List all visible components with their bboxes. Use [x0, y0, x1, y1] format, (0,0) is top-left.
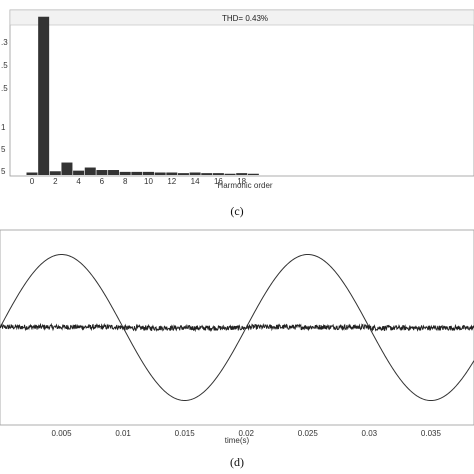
spectrum-y-tick: .5	[1, 61, 8, 70]
waveform-x-tick: 0.03	[362, 429, 378, 438]
spectrum-x-tick: 2	[53, 177, 58, 186]
spectrum-x-axis-label: Harmonic order	[217, 181, 272, 190]
spectrum-bar-h17	[224, 173, 236, 175]
spectrum-x-tick: 14	[191, 177, 200, 186]
spectrum-y-tick-labels: .3 .5 .5 1 5 5	[1, 38, 8, 176]
waveform-x-axis-label: time(s)	[225, 436, 250, 445]
waveform-x-tick: 0.02	[238, 429, 254, 438]
series-ripple-line	[0, 322, 474, 333]
spectrum-bar-h18	[236, 173, 248, 175]
spectrum-bars	[26, 16, 259, 175]
spectrum-x-tick: 0	[30, 177, 35, 186]
spectrum-bar-h4	[73, 170, 85, 175]
spectrum-y-tick: 5	[1, 167, 6, 176]
waveform-x-tick: 0.025	[298, 429, 319, 438]
spectrum-y-tick: 1	[1, 123, 6, 132]
spectrum-bar-h2	[49, 171, 61, 175]
spectrum-y-tick: .5	[1, 84, 8, 93]
spectrum-x-tick-labels: 0 2 4 6 8 10 12 14 16 18	[30, 177, 247, 186]
spectrum-bar-h13	[177, 173, 189, 175]
spectrum-x-tick: 10	[144, 177, 153, 186]
thd-title-bar	[9, 9, 474, 26]
spectrum-bar-h1	[38, 16, 50, 175]
waveform-x-tick: 0.015	[175, 429, 196, 438]
spectrum-bar-h9	[131, 171, 143, 175]
spectrum-x-tick: 16	[214, 177, 223, 186]
waveform-plot-frame	[0, 229, 474, 426]
spectrum-bar-h15	[201, 173, 213, 175]
spectrum-x-tick: 6	[100, 177, 105, 186]
spectrum-bar-h11	[154, 172, 166, 175]
waveform-x-tick: 0.005	[52, 429, 73, 438]
spectrum-y-tick: 5	[1, 145, 6, 154]
series-sinusoid-line	[0, 253, 474, 402]
spectrum-bar-h5	[84, 167, 96, 175]
spectrum-bar-h14	[189, 172, 201, 175]
harmonic-spectrum-chart: THD= 0.43% 0 2 4 6 8 10 12 14 16 18 .3 .5 .5 1 5 5 Har…	[1, 9, 474, 190]
waveform-x-tick: 0.035	[421, 429, 442, 438]
spectrum-x-tick: 8	[123, 177, 128, 186]
spectrum-bar-h8	[119, 171, 131, 175]
thd-label: THD= 0.43%	[222, 14, 268, 23]
spectrum-y-tick: .3	[1, 38, 8, 47]
spectrum-bar-h16	[212, 173, 224, 175]
spectrum-bar-h12	[166, 172, 178, 175]
spectrum-bar-h0	[26, 172, 38, 175]
spectrum-x-tick: 18	[237, 177, 246, 186]
panel-label-c: (c)	[230, 204, 243, 218]
waveform-chart: 0.005 0.01 0.015 0.02 0.025 0.03 0.035 time(s)	[0, 229, 474, 445]
panel-label-d: (d)	[230, 455, 244, 469]
waveform-x-tick-labels: 0.005 0.01 0.015 0.02 0.025 0.03 0.035	[52, 429, 442, 438]
spectrum-bar-h10	[143, 171, 154, 175]
spectrum-bar-h3	[61, 162, 73, 175]
waveform-x-tick: 0.01	[115, 429, 131, 438]
spectrum-bar-h6	[96, 170, 108, 175]
spectrum-bar-h19	[247, 173, 259, 175]
spectrum-x-tick: 12	[167, 177, 176, 186]
spectrum-bar-h7	[108, 170, 120, 175]
spectrum-plot-frame	[9, 9, 474, 177]
spectrum-x-tick: 4	[76, 177, 81, 186]
